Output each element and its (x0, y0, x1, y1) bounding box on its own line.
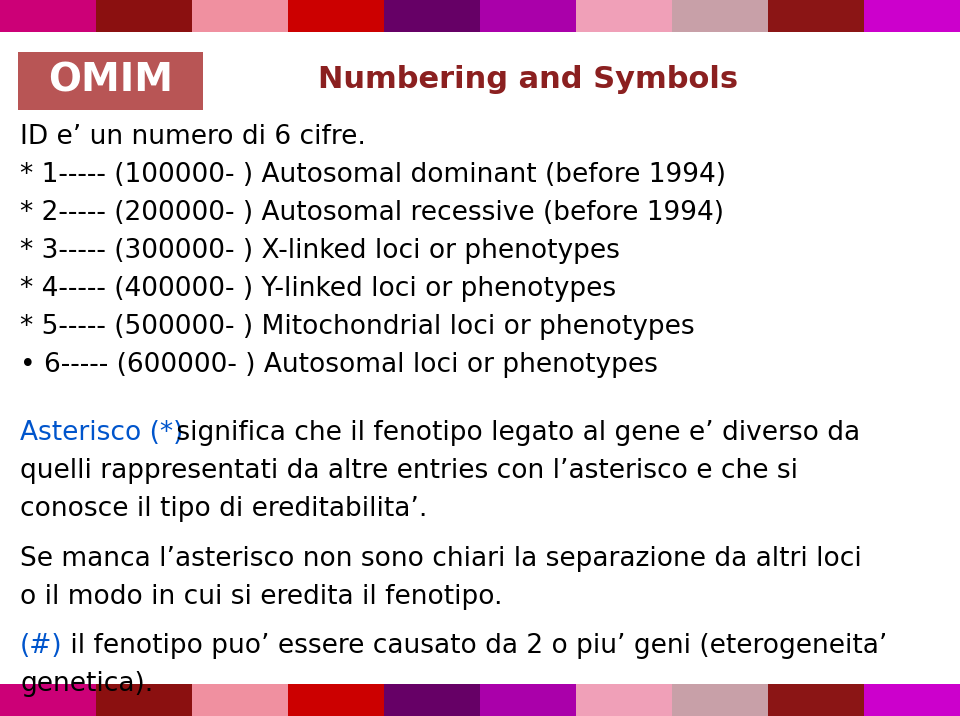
Bar (96, 684, 192, 716)
Text: Numbering and Symbols: Numbering and Symbols (318, 65, 738, 95)
Text: quelli rappresentati da altre entries con l’asterisco e che si: quelli rappresentati da altre entries co… (20, 458, 798, 485)
Bar (192, 684, 288, 716)
Text: * 2----- (200000- ) Autosomal recessive (before 1994): * 2----- (200000- ) Autosomal recessive … (20, 200, 724, 226)
Text: * 5----- (500000- ) Mitochondrial loci or phenotypes: * 5----- (500000- ) Mitochondrial loci o… (20, 314, 695, 340)
Bar (672, 684, 768, 716)
Bar (18, 52, 203, 110)
Bar (768, 684, 864, 716)
Bar (672, 0, 768, 32)
Bar (864, 0, 960, 32)
Bar (288, 0, 384, 32)
Bar (864, 684, 960, 716)
Text: * 1----- (100000- ) Autosomal dominant (before 1994): * 1----- (100000- ) Autosomal dominant (… (20, 162, 726, 188)
Bar (576, 684, 672, 716)
Text: OMIM: OMIM (48, 62, 173, 100)
Bar (0, 684, 96, 716)
Text: il fenotipo puo’ essere causato da 2 o piu’ geni (eterogeneita’: il fenotipo puo’ essere causato da 2 o p… (62, 633, 887, 659)
Text: * 3----- (300000- ) X-linked loci or phenotypes: * 3----- (300000- ) X-linked loci or phe… (20, 238, 620, 264)
Text: (#): (#) (20, 633, 62, 659)
Bar (192, 0, 288, 32)
Bar (384, 684, 480, 716)
Bar (480, 0, 576, 32)
Text: * 4----- (400000- ) Y-linked loci or phenotypes: * 4----- (400000- ) Y-linked loci or phe… (20, 276, 616, 302)
Text: conosce il tipo di ereditabilita’.: conosce il tipo di ereditabilita’. (20, 496, 427, 523)
Text: • 6----- (600000- ) Autosomal loci or phenotypes: • 6----- (600000- ) Autosomal loci or ph… (20, 352, 658, 378)
Bar (96, 0, 192, 32)
Text: genetica).: genetica). (20, 671, 154, 697)
Text: o il modo in cui si eredita il fenotipo.: o il modo in cui si eredita il fenotipo. (20, 584, 502, 610)
Bar (0, 0, 96, 32)
Bar (768, 0, 864, 32)
Text: significa che il fenotipo legato al gene e’ diverso da: significa che il fenotipo legato al gene… (168, 420, 860, 446)
Text: Se manca l’asterisco non sono chiari la separazione da altri loci: Se manca l’asterisco non sono chiari la … (20, 546, 862, 572)
Bar (384, 0, 480, 32)
Text: Asterisco (*): Asterisco (*) (20, 420, 183, 446)
Bar (576, 0, 672, 32)
Bar (288, 684, 384, 716)
Bar (480, 684, 576, 716)
Text: ID e’ un numero di 6 cifre.: ID e’ un numero di 6 cifre. (20, 124, 366, 150)
